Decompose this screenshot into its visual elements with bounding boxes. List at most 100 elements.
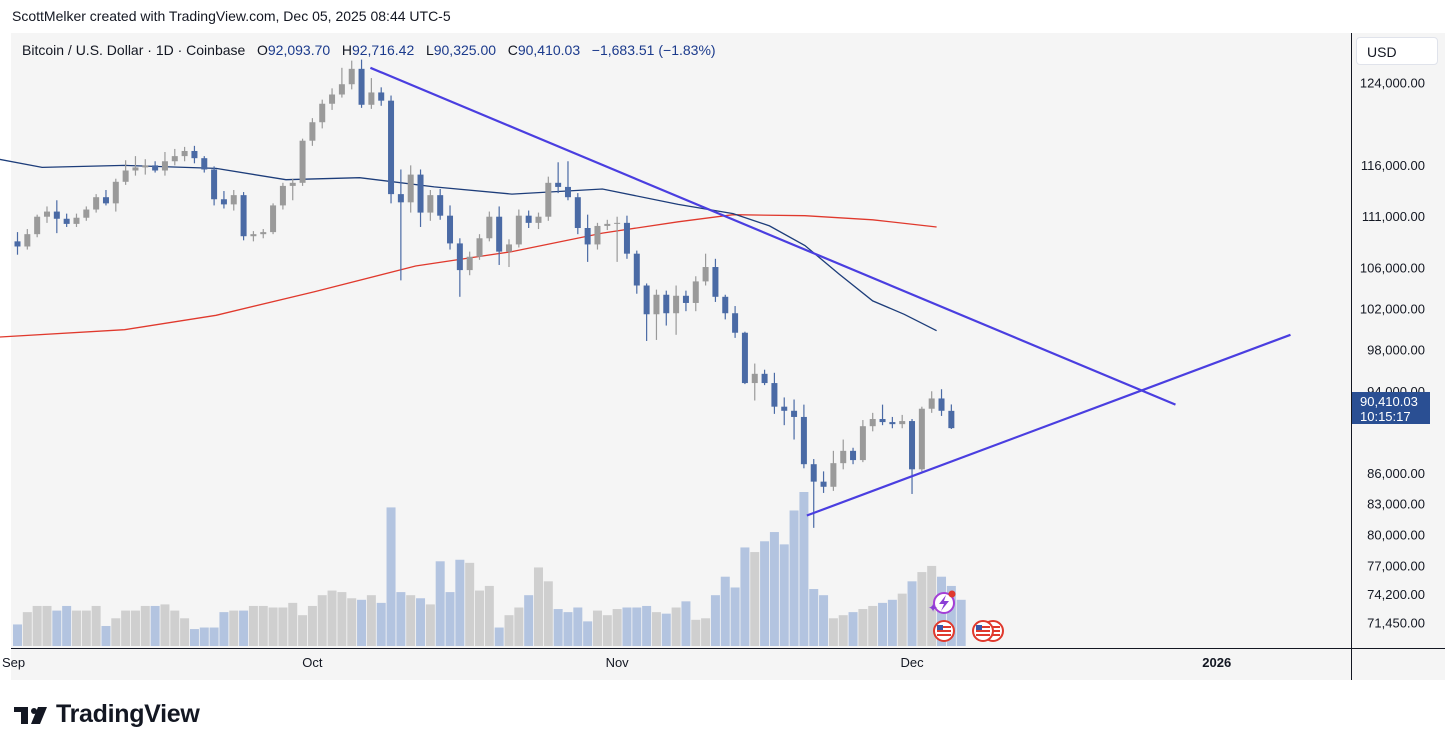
candle — [594, 222, 601, 250]
candle-body — [53, 211, 60, 219]
volume-bar — [769, 532, 779, 646]
candle-body — [63, 218, 70, 224]
volume-bar — [239, 610, 249, 646]
candle-body — [43, 211, 50, 217]
price-tick-label: 106,000.00 — [1360, 261, 1425, 276]
us-flag-event-icon[interactable] — [972, 620, 994, 642]
low-label: L — [425, 42, 434, 58]
candle — [338, 67, 345, 98]
us-flag-event-icon[interactable] — [933, 620, 955, 642]
volume-bar — [533, 567, 543, 646]
candle-body — [810, 464, 817, 482]
volume-bar — [917, 572, 927, 646]
volume-bar — [219, 612, 229, 646]
symbol-legend: Bitcoin / U.S. Dollar · 1D · Coinbase O9… — [22, 42, 716, 58]
volume-bar — [887, 599, 897, 646]
candle — [14, 232, 21, 255]
candle-body — [535, 216, 542, 223]
candle-body — [397, 194, 404, 203]
candle-body — [171, 156, 178, 162]
candle-body — [633, 253, 640, 286]
time-tick-label: Nov — [606, 655, 630, 670]
candle-body — [515, 215, 522, 245]
volume-bar — [779, 544, 789, 646]
candles — [14, 59, 955, 528]
candle-body — [230, 195, 237, 205]
volume-bar — [642, 605, 652, 646]
ascending-trendline[interactable] — [806, 333, 1291, 517]
candle-body — [73, 217, 80, 224]
chart-area[interactable] — [11, 33, 1445, 680]
volume-bar — [366, 595, 376, 646]
volume-bars — [13, 492, 966, 646]
volume-bar — [730, 587, 740, 646]
candle — [358, 59, 365, 108]
candle — [34, 214, 41, 238]
volume-bar — [828, 618, 838, 646]
candle — [319, 99, 326, 129]
candle — [771, 372, 778, 414]
volume-bar — [189, 629, 199, 646]
candle-body — [859, 426, 866, 461]
candle — [899, 414, 906, 429]
volume-bar — [42, 605, 52, 646]
candle-body — [181, 150, 188, 157]
volume-bar — [543, 581, 553, 646]
candle — [427, 190, 434, 221]
candle — [309, 118, 316, 146]
candle-body — [496, 216, 503, 252]
candle — [466, 251, 473, 276]
candle-body — [152, 165, 159, 171]
event-markers: ✦ — [928, 590, 1004, 642]
candle — [240, 192, 247, 241]
volume-bar — [907, 581, 917, 646]
bar-countdown: 10:15:17 — [1360, 409, 1411, 424]
tradingview-logo[interactable]: TradingView — [14, 700, 200, 729]
volume-bar — [632, 607, 642, 646]
volume-bar — [445, 592, 455, 646]
candle — [515, 209, 522, 248]
candle-body — [682, 295, 689, 303]
volume-bar — [622, 607, 632, 646]
volume-bar — [799, 492, 809, 646]
candle-body — [889, 422, 896, 425]
candle-body — [34, 216, 41, 235]
candle-body — [329, 94, 336, 104]
candle — [761, 369, 768, 386]
candle-body — [201, 158, 208, 170]
candle — [653, 289, 660, 340]
candle — [93, 194, 100, 213]
volume-bar — [337, 592, 347, 646]
candle — [938, 389, 945, 416]
price-tick-label: 83,000.00 — [1367, 497, 1425, 512]
price-tick-label: 77,000.00 — [1367, 558, 1425, 573]
volume-bar — [121, 610, 131, 646]
candle — [791, 399, 798, 440]
candle — [682, 290, 689, 312]
candle — [24, 229, 31, 250]
candle — [152, 161, 159, 173]
candle-body — [211, 169, 218, 200]
time-tick-label: Sep — [2, 655, 25, 670]
currency-button[interactable]: USD — [1356, 37, 1438, 65]
candle-body — [83, 209, 90, 218]
candle — [741, 331, 748, 385]
volume-bar — [838, 615, 848, 646]
candle-body — [289, 182, 296, 186]
candle-body — [604, 223, 611, 226]
descending-trendline[interactable] — [369, 66, 1176, 406]
candle — [437, 188, 444, 220]
candle — [63, 213, 70, 227]
candle — [525, 210, 532, 229]
candle-body — [191, 150, 198, 159]
price-tick-label: 102,000.00 — [1360, 302, 1425, 317]
volume-bar — [327, 590, 337, 646]
candle — [250, 231, 257, 242]
candle-body — [722, 296, 729, 314]
volume-bar — [819, 595, 829, 646]
candle — [909, 419, 916, 494]
flash-event-icon[interactable]: ✦ — [928, 590, 956, 616]
candle — [279, 182, 286, 210]
candle-body — [220, 199, 227, 205]
